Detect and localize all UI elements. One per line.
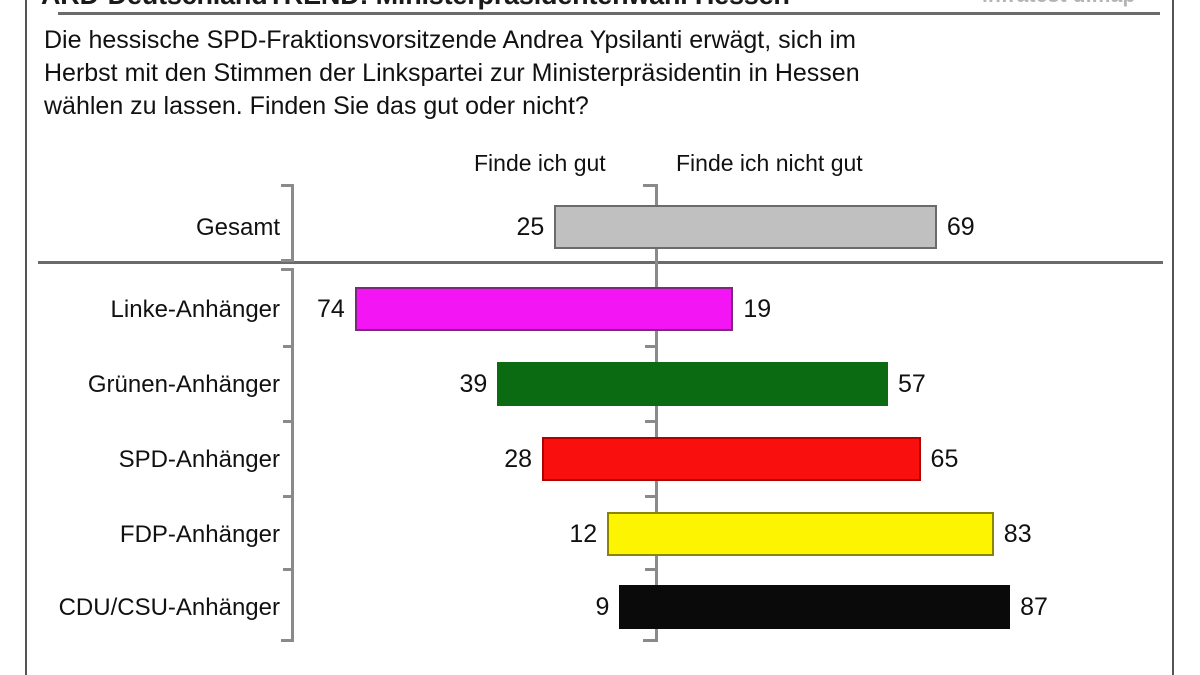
chart-row: CDU/CSU-Anhänger 9 87 (0, 570, 1200, 644)
bar-fdp-anh-nger (607, 512, 994, 556)
value-label-nicht-gut: 69 (946, 213, 975, 241)
question-line-2: Herbst mit den Stimmen der Linkspartei z… (44, 59, 860, 87)
value-label-gut: 25 (516, 213, 545, 241)
row-category-label: Linke-Anhänger (110, 296, 280, 323)
value-label-nicht-gut: 83 (1003, 520, 1032, 548)
chart-row: FDP-Anhänger 12 83 (0, 497, 1200, 571)
bar-gesamt (554, 205, 937, 249)
bracket-total-cap-bottom (281, 259, 294, 262)
center-axis-cap-bottom (643, 639, 655, 642)
bracket-row-tick-3 (283, 568, 294, 571)
value-label-gut: 39 (459, 370, 488, 398)
legend-label-nicht-gut: Finde ich nicht gut (676, 150, 863, 176)
bracket-parties-cap-top (281, 268, 294, 271)
axis-row-tick-3 (645, 568, 656, 571)
chart-row: Gesamt 25 69 (0, 190, 1200, 264)
header-divider (58, 12, 1160, 15)
chart-row: SPD-Anhänger 28 65 (0, 422, 1200, 496)
group-separator (38, 261, 1163, 264)
value-label-nicht-gut: 57 (897, 370, 926, 398)
bracket-row-tick-0 (283, 345, 294, 348)
page-title: ARD-DeutschlandTREND: Ministerpräsidente… (41, 0, 790, 11)
legend-label-gut: Finde ich gut (474, 150, 606, 176)
row-category-label: Gesamt (195, 214, 280, 241)
frame-border-left (25, 0, 27, 675)
value-label-gut: 9 (595, 593, 610, 621)
value-label-gut: 12 (569, 520, 598, 548)
center-axis-cap-top (643, 184, 655, 187)
value-label-nicht-gut: 65 (930, 445, 959, 473)
bracket-row-tick-1 (283, 420, 294, 423)
brand-logo-infratest-dimap: infratest dimap (982, 0, 1136, 8)
bar-linke-anh-nger (354, 287, 734, 331)
axis-row-tick-0 (645, 345, 656, 348)
value-label-nicht-gut: 19 (743, 295, 772, 323)
bracket-row-tick-2 (283, 495, 294, 498)
chart-header: ARD-DeutschlandTREND: Ministerpräsidente… (27, 0, 1172, 16)
bar-cdu-csu-anh-nger (619, 585, 1011, 629)
row-category-label: SPD-Anhänger (118, 446, 280, 473)
row-category-label: CDU/CSU-Anhänger (58, 594, 280, 621)
bracket-total-cap-top (281, 184, 294, 187)
bar-spd-anh-nger (542, 437, 921, 481)
value-label-gut: 28 (504, 445, 533, 473)
bracket-parties-cap-bottom (281, 639, 294, 642)
axis-row-tick-1 (645, 420, 656, 423)
chart-row: Grünen-Anhänger 39 57 (0, 347, 1200, 421)
row-category-label: FDP-Anhänger (119, 521, 280, 548)
bar-gr-nen-anh-nger (497, 362, 888, 406)
bracket-total (291, 184, 294, 262)
question-line-1: Die hessische SPD-Fraktionsvorsitzende A… (44, 26, 856, 54)
bracket-parties (291, 268, 294, 642)
question-line-3: wählen zu lassen. Finden Sie das gut ode… (44, 92, 589, 120)
question-text: Die hessische SPD-Fraktionsvorsitzende A… (44, 24, 1154, 123)
chart-row: Linke-Anhänger 74 19 (0, 272, 1200, 346)
value-label-gut: 74 (317, 295, 345, 323)
row-category-label: Grünen-Anhänger (87, 371, 280, 398)
center-axis-line (655, 184, 658, 642)
value-label-nicht-gut: 87 (1020, 593, 1048, 621)
axis-row-tick-2 (645, 495, 656, 498)
frame-border-right (1172, 0, 1174, 675)
